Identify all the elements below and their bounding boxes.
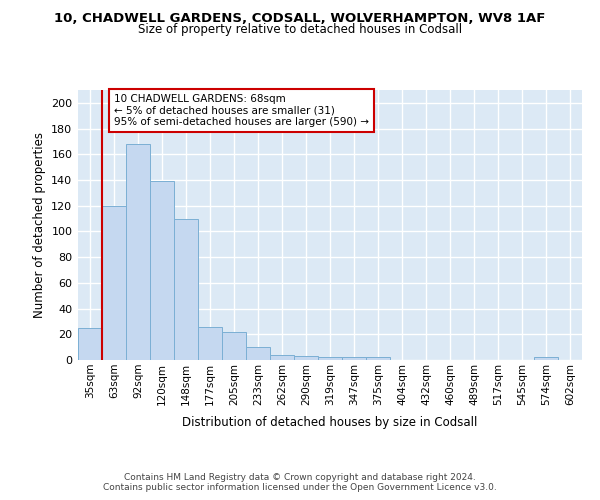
Text: Contains HM Land Registry data © Crown copyright and database right 2024.: Contains HM Land Registry data © Crown c… <box>124 472 476 482</box>
Bar <box>150 182 174 360</box>
Bar <box>198 326 222 360</box>
Y-axis label: Number of detached properties: Number of detached properties <box>33 132 46 318</box>
Text: Size of property relative to detached houses in Codsall: Size of property relative to detached ho… <box>138 22 462 36</box>
Text: 10 CHADWELL GARDENS: 68sqm
← 5% of detached houses are smaller (31)
95% of semi-: 10 CHADWELL GARDENS: 68sqm ← 5% of detac… <box>114 94 369 127</box>
Bar <box>270 355 294 360</box>
Bar <box>126 144 150 360</box>
Bar <box>342 358 366 360</box>
Text: Contains public sector information licensed under the Open Government Licence v3: Contains public sector information licen… <box>103 482 497 492</box>
Bar <box>102 206 126 360</box>
Bar <box>318 358 342 360</box>
Bar <box>294 356 318 360</box>
Text: 10, CHADWELL GARDENS, CODSALL, WOLVERHAMPTON, WV8 1AF: 10, CHADWELL GARDENS, CODSALL, WOLVERHAM… <box>55 12 545 26</box>
Bar <box>246 347 270 360</box>
Bar <box>174 218 198 360</box>
Bar <box>534 358 558 360</box>
Bar <box>222 332 246 360</box>
X-axis label: Distribution of detached houses by size in Codsall: Distribution of detached houses by size … <box>182 416 478 429</box>
Bar <box>366 358 390 360</box>
Bar <box>78 328 102 360</box>
